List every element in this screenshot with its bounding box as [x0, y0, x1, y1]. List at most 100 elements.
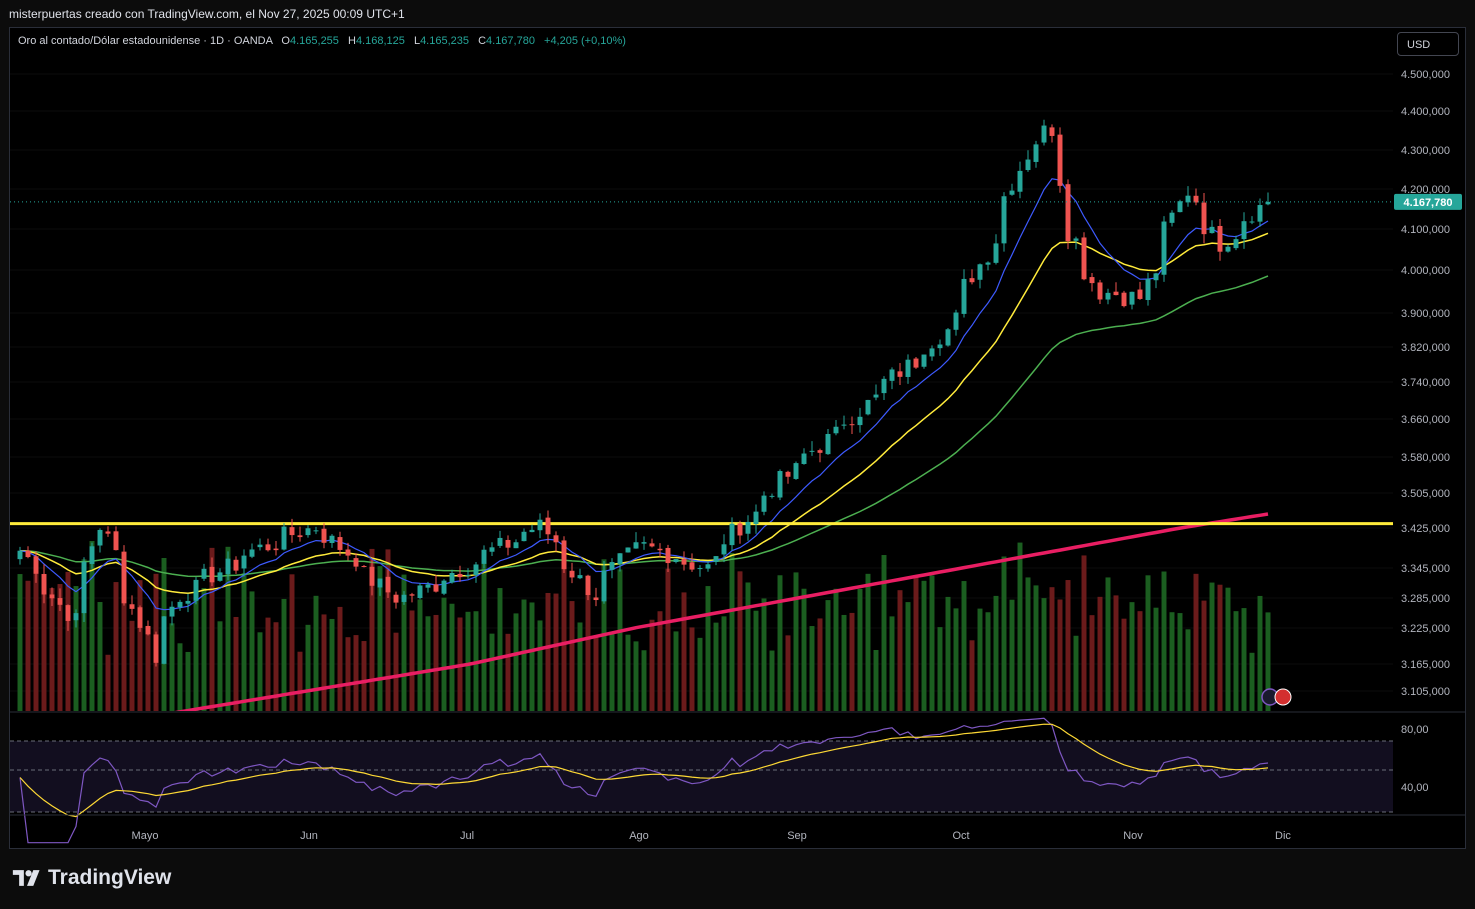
volume-bar: [321, 614, 327, 711]
candle-body: [673, 559, 679, 563]
candle-body: [401, 594, 407, 602]
volume-bar: [297, 651, 303, 711]
volume-bar: [753, 610, 759, 711]
chart-frame[interactable]: 4.167,780 4.500,000 4.400,000 4.300,000 4.20…: [9, 27, 1466, 849]
volume-bar: [761, 598, 767, 711]
rsi-level-label: 40,00: [1401, 782, 1429, 794]
candle-body: [729, 523, 735, 546]
volume-bar: [577, 622, 583, 711]
open-value: 4.165,255: [289, 35, 339, 47]
volume-bar: [177, 643, 183, 711]
volume-bar: [201, 588, 207, 711]
volume-bar: [1065, 580, 1071, 711]
candle-body: [889, 369, 895, 381]
candle-body: [817, 450, 823, 453]
candle-body: [1217, 225, 1223, 252]
time-axis-label: Mayo: [132, 830, 159, 842]
candle-body: [177, 601, 183, 608]
volume-bar: [1009, 599, 1015, 711]
candle-body: [601, 570, 607, 602]
candle-body: [145, 625, 151, 635]
candle-body: [273, 548, 279, 551]
last-price-badge: [1394, 193, 1462, 210]
candle-body: [241, 555, 247, 569]
chart-canvas[interactable]: 4.167,780 4.500,000 4.400,000 4.300,000 4.20…: [10, 28, 1465, 848]
price-tick-label: 3.660,000: [1401, 414, 1450, 426]
volume-bar: [961, 581, 967, 711]
candle-body: [113, 531, 119, 551]
volume-bar: [433, 614, 439, 711]
candle-body: [425, 584, 431, 588]
candle-body: [289, 527, 295, 536]
candle-body: [225, 558, 231, 575]
price-tick-label: 3.285,000: [1401, 593, 1450, 605]
price-tick-label: 3.820,000: [1401, 342, 1450, 354]
volume-bar: [649, 619, 655, 711]
candle-body: [1129, 291, 1135, 305]
volume-bar: [185, 651, 191, 711]
candle-body: [745, 521, 751, 534]
rsi-line: [19, 717, 1269, 844]
price-tick-label: 4.400,000: [1401, 106, 1450, 118]
low-label: L: [413, 35, 421, 47]
volume-bar: [105, 654, 111, 711]
candle-body: [977, 264, 983, 280]
candle-body: [449, 572, 455, 583]
candle-body: [1113, 291, 1119, 296]
candle-body: [985, 262, 991, 265]
volume-bar: [1049, 587, 1055, 711]
volume-bar: [489, 633, 495, 711]
volume-bar: [1113, 595, 1119, 711]
candle-body: [545, 517, 551, 535]
volume-bar: [1161, 571, 1167, 711]
candle-body: [857, 416, 863, 426]
candle-body: [97, 529, 103, 546]
candle-body: [169, 606, 175, 617]
currency-button[interactable]: USD: [1397, 32, 1459, 56]
candle-body: [1209, 226, 1215, 234]
candle-body: [897, 371, 903, 377]
candle-body: [953, 312, 959, 330]
volume-bar: [625, 634, 631, 711]
brand-name: TradingView: [48, 866, 172, 889]
change-value: +4,205 (+0,10%): [544, 35, 626, 47]
volume-bar: [785, 635, 791, 711]
price-tick-label: 3.425,000: [1401, 523, 1450, 535]
candle-body: [593, 597, 599, 601]
volume-bar: [745, 582, 751, 711]
candle-body: [193, 579, 199, 601]
volume-bar: [209, 547, 215, 711]
volume-bar: [1169, 612, 1175, 711]
candle-body: [1009, 190, 1015, 195]
volume-bar: [33, 562, 39, 711]
volume-bar: [1233, 611, 1239, 711]
tradingview-brand: TradingView: [12, 866, 171, 890]
candle-body: [281, 526, 287, 550]
candle-body: [1097, 282, 1103, 300]
ema-mid-line: [19, 232, 1269, 595]
volume-bar: [529, 602, 535, 711]
symbol-legend: Oro al contado/Dólar estadounidense · 1D…: [18, 35, 626, 47]
volume-bar: [713, 622, 719, 711]
volume-bar: [769, 650, 775, 711]
ema-slow-line: [19, 275, 1269, 578]
candle-body: [801, 453, 807, 464]
candle-body: [1161, 221, 1167, 275]
high-label: H: [347, 35, 356, 47]
candle-body: [993, 243, 999, 263]
volume-bar: [809, 626, 815, 711]
candle-body: [785, 471, 791, 477]
volume-bar: [257, 632, 263, 711]
price-tick-label: 4.500,000: [1401, 69, 1450, 81]
candle-body: [761, 495, 767, 512]
candle-body: [1089, 277, 1095, 284]
volume-bar: [561, 554, 567, 711]
candle-body: [705, 564, 711, 569]
volume-bar: [537, 620, 543, 711]
candle-body: [1225, 246, 1231, 252]
candle-body: [809, 450, 815, 452]
candle-body: [841, 424, 847, 426]
candle-body: [457, 573, 463, 578]
candle-body: [1249, 221, 1255, 223]
volume-bar: [169, 623, 175, 711]
